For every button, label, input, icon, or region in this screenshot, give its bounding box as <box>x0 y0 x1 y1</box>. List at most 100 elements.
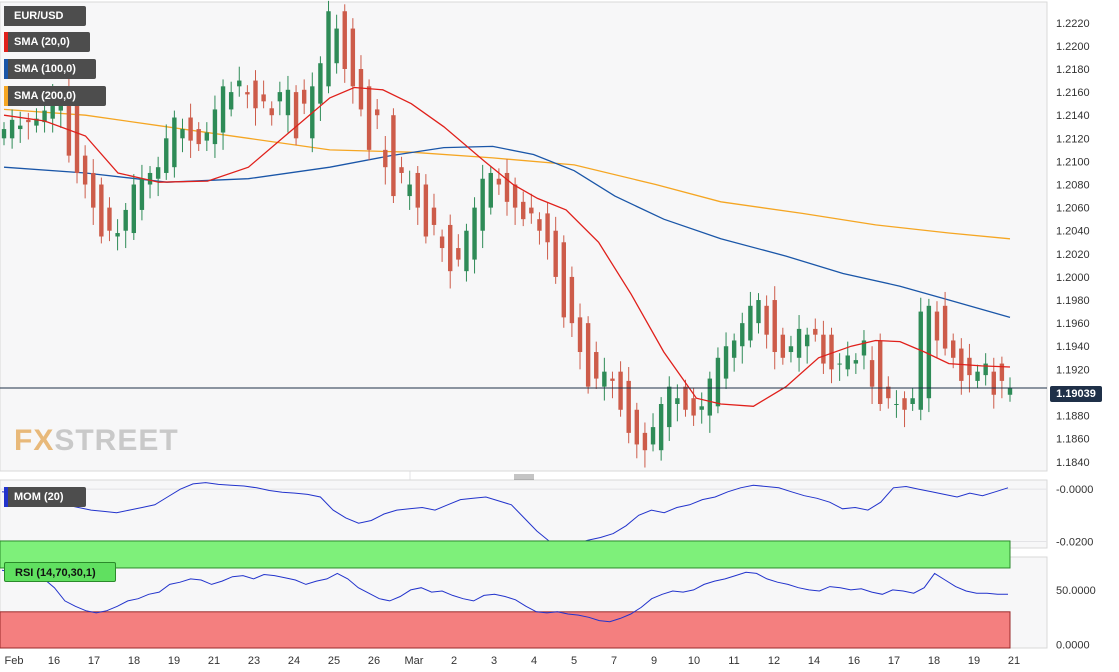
candle-body <box>813 328 818 335</box>
candle-body <box>756 300 761 324</box>
legend-label: MOM (20) <box>14 491 64 503</box>
date-tick-label: 24 <box>288 655 300 667</box>
candle-body <box>618 371 623 410</box>
candle-body <box>261 94 266 102</box>
rsi-path <box>1 567 1008 623</box>
candle-body <box>82 155 88 185</box>
sma100-path <box>3 145 1011 319</box>
price-tick-label: 1.2100 <box>1056 156 1090 168</box>
date-tick-label: 3 <box>491 655 497 667</box>
legend-rsi[interactable]: RSI (14,70,30,1) <box>4 562 116 582</box>
candle-body <box>1007 387 1013 395</box>
candle-body <box>9 119 15 139</box>
panel-backgrounds <box>0 1 1048 649</box>
date-tick-label: 4 <box>531 655 537 667</box>
candle-body <box>42 110 47 123</box>
candle-body <box>877 340 883 404</box>
candle-body <box>561 242 566 318</box>
price-tick-label: 1.2020 <box>1056 249 1090 261</box>
date-tick-label: 19 <box>168 655 180 667</box>
candle-body <box>837 363 842 365</box>
candle-body <box>245 92 250 95</box>
mom-tick-label: -0.0000 <box>1056 484 1093 496</box>
candle-body <box>383 149 388 168</box>
sma20-line <box>3 86 1011 407</box>
candle-body <box>212 109 218 145</box>
candle-body <box>610 378 615 381</box>
date-tick-label: 9 <box>651 655 657 667</box>
candle-body <box>577 317 583 353</box>
candle-body <box>602 371 607 387</box>
candle-body <box>894 404 899 405</box>
price-tick-label: 1.1960 <box>1056 318 1090 330</box>
legend-label: EUR/USD <box>14 10 64 22</box>
price-tick-label: 1.2040 <box>1056 226 1090 238</box>
price-tick-label: 1.1980 <box>1056 295 1090 307</box>
candle-body <box>910 398 915 404</box>
legend-color-swatch <box>4 86 8 106</box>
legend-eurusd[interactable]: EUR/USD <box>4 6 86 26</box>
candle-body <box>285 89 291 116</box>
candle-body <box>804 334 810 347</box>
candle-body <box>667 386 672 428</box>
legend-sma100[interactable]: SMA (100,0) <box>4 59 96 79</box>
legend-sma200[interactable]: SMA (200,0) <box>4 86 106 106</box>
candle-body <box>464 230 469 272</box>
candle-body <box>358 69 364 110</box>
date-tick-label: 23 <box>248 655 260 667</box>
candle-body <box>975 371 980 381</box>
candle-body <box>585 323 591 387</box>
candle-body <box>861 340 867 356</box>
candle-body <box>886 386 891 399</box>
candle-body <box>942 305 948 349</box>
candle-body <box>691 398 696 416</box>
price-tick-label: 1.2080 <box>1056 180 1090 192</box>
candle-body <box>91 172 96 208</box>
candle-body <box>74 103 80 173</box>
candle-body <box>821 334 826 364</box>
candle-body <box>715 357 721 407</box>
candle-body <box>699 406 704 410</box>
sma200-line <box>3 108 1011 240</box>
candle-body <box>829 334 834 370</box>
candle-body <box>18 125 23 130</box>
candle-body <box>991 371 996 395</box>
candle-body <box>594 352 599 379</box>
candle-body <box>188 117 193 141</box>
candle-body <box>999 363 1005 381</box>
candle-body <box>951 340 956 358</box>
candle-body <box>545 213 550 243</box>
candle-body <box>407 184 412 197</box>
candle-body <box>220 86 226 133</box>
legend-sma20[interactable]: SMA (20,0) <box>4 32 90 52</box>
candle-body <box>366 86 372 150</box>
date-tick-label: 7 <box>611 655 617 667</box>
price-tick-label: 1.2140 <box>1056 110 1090 122</box>
price-tick-label: 1.1880 <box>1056 411 1090 423</box>
legend-label: SMA (100,0) <box>14 63 76 75</box>
candle-body <box>967 357 972 376</box>
date-tick-label: 17 <box>888 655 900 667</box>
rsi-tick-label: 0.0000 <box>1056 640 1090 652</box>
sma100-line <box>3 145 1011 319</box>
candle-body <box>504 172 510 202</box>
price-tick-label: 1.2200 <box>1056 41 1090 53</box>
candle-body <box>164 138 169 173</box>
candle-body <box>269 108 274 116</box>
candle-body <box>683 386 688 410</box>
sma200-path <box>3 108 1011 240</box>
candle-body <box>204 132 210 141</box>
candle-body <box>553 230 558 277</box>
candle-body <box>318 63 323 104</box>
legend-mom[interactable]: MOM (20) <box>4 487 86 507</box>
candle-body <box>918 311 923 410</box>
date-tick-label: Mar <box>405 655 424 667</box>
candle-body <box>172 117 177 168</box>
candle-body <box>772 300 777 353</box>
candle-body <box>869 360 875 387</box>
candle-body <box>115 233 120 237</box>
date-tick-label: 5 <box>571 655 577 667</box>
rsi-overbought-zone <box>0 540 1011 569</box>
date-tick-label: 2 <box>451 655 457 667</box>
candle-body <box>569 276 575 324</box>
